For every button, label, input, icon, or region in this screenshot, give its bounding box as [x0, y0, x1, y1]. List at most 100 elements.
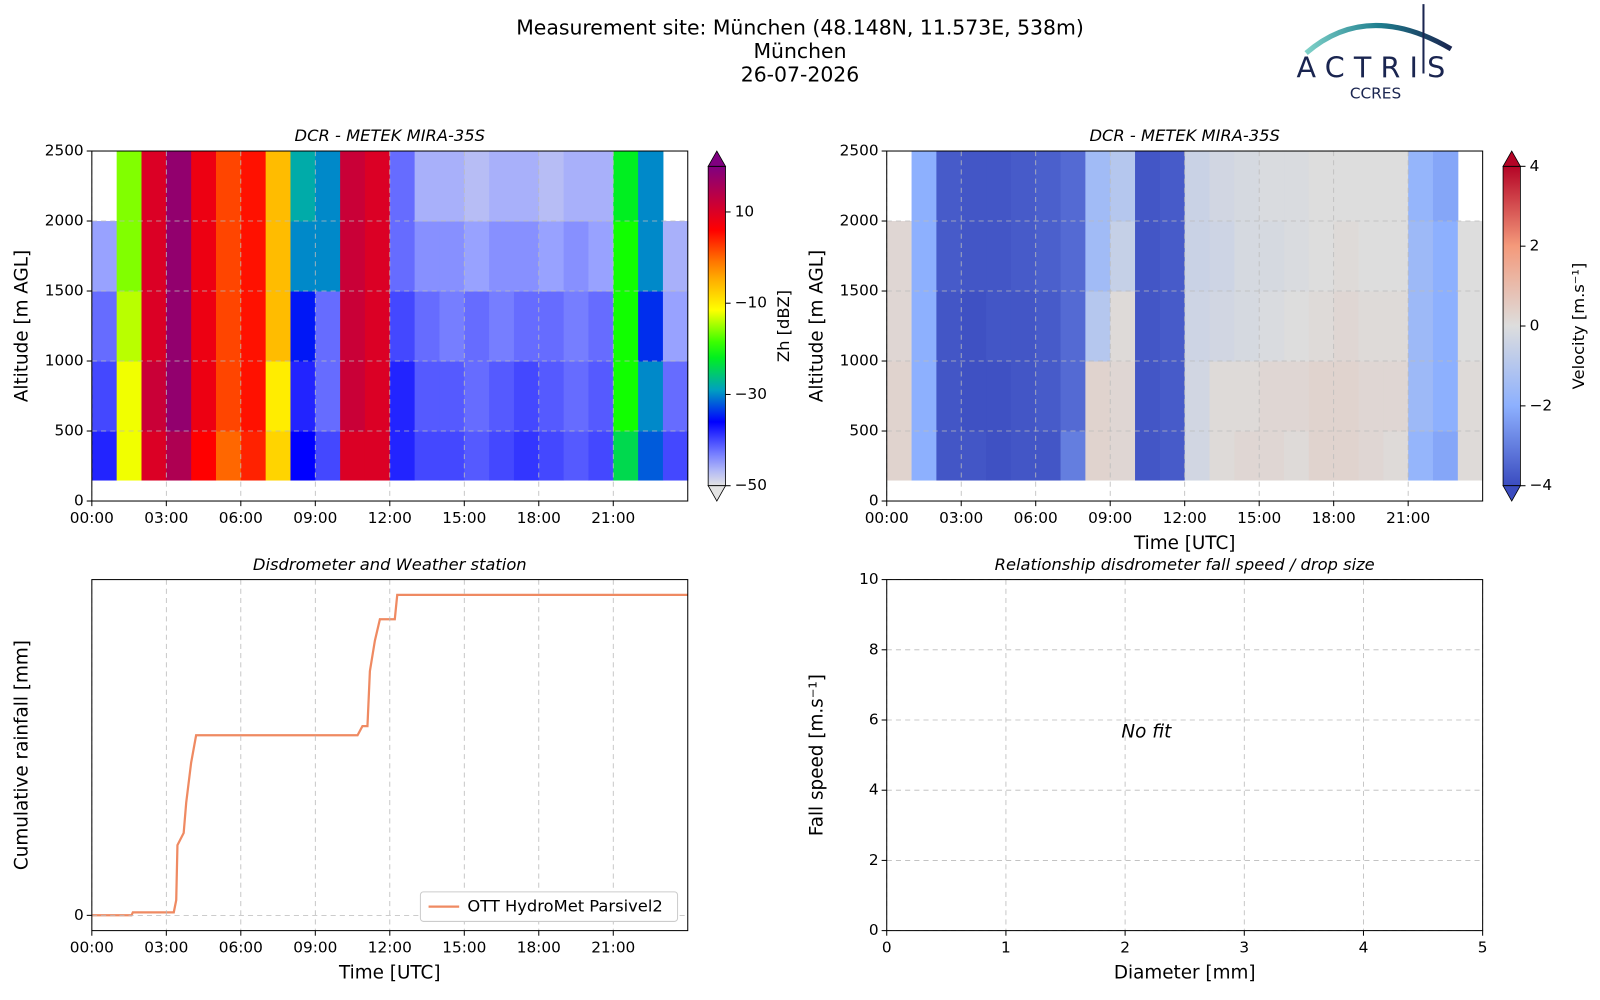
heatmap-cell: [315, 151, 341, 222]
heatmap-cell: [538, 151, 565, 222]
panel-title: Disdrometer and Weather station: [253, 555, 527, 574]
heatmap-cell: [513, 361, 540, 432]
logo: ACTRIS CCRES: [1297, 4, 1453, 102]
heatmap-cell: [1085, 221, 1111, 292]
heatmap-cell: [961, 431, 987, 481]
heatmap-cell: [986, 291, 1012, 362]
x-tick-label: 2: [1120, 938, 1130, 956]
heatmap-cell: [1184, 361, 1211, 432]
heatmap-cell: [340, 151, 366, 222]
x-tick-label: 09:00: [293, 938, 337, 956]
heatmap-cell: [141, 431, 167, 481]
colorbar-label: Velocity [m.s⁻¹]: [1569, 263, 1588, 390]
heatmap-cell: [1209, 221, 1235, 292]
heatmap-cell: [1010, 431, 1037, 481]
heatmap-cell: [116, 361, 143, 432]
x-tick-label: 15:00: [442, 938, 486, 956]
plot-area: [886, 151, 1484, 481]
axes-frame: [886, 150, 1484, 502]
colorbar-label: Zh [dBZ]: [774, 290, 793, 362]
heatmap-cell: [215, 431, 242, 481]
heatmap-cell: [191, 431, 217, 481]
y-tick-label: 1000: [45, 352, 84, 370]
heatmap-cell: [1184, 221, 1211, 292]
heatmap-cell: [1159, 291, 1186, 362]
heatmap-cell: [638, 291, 664, 362]
heatmap-cell: [439, 431, 465, 481]
colorbar-tick-label: 4: [1530, 157, 1540, 175]
heatmap-cell: [1209, 361, 1235, 432]
heatmap-cell: [414, 221, 440, 292]
y-axis-label: Cumulative rainfall [mm]: [11, 640, 32, 870]
x-tick-label: 15:00: [1237, 509, 1281, 527]
heatmap-cell: [439, 361, 465, 432]
heatmap-cell: [240, 361, 267, 432]
heatmap-cell: [1060, 431, 1086, 481]
heatmap-cell: [414, 431, 440, 481]
heatmap-cell: [588, 221, 614, 292]
y-tick-label: 0: [74, 906, 84, 924]
heatmap-cell: [1358, 361, 1384, 432]
heatmap-cell: [911, 291, 937, 362]
y-tick-label: 0: [869, 492, 879, 510]
logo-arc: [1304, 22, 1453, 55]
heatmap-cell: [91, 221, 118, 292]
heatmap-cell: [1010, 221, 1037, 292]
heatmap-cell: [464, 151, 490, 222]
heatmap-cell: [563, 361, 589, 432]
heatmap-cell: [265, 291, 291, 362]
heatmap-cell: [1110, 361, 1136, 432]
colorbar-extend-bottom: [1502, 485, 1522, 502]
heatmap-cell: [662, 431, 689, 481]
y-tick-label: 2500: [840, 142, 879, 160]
heatmap-cell: [489, 431, 515, 481]
heatmap-cell: [911, 431, 937, 481]
x-tick-label: 3: [1239, 938, 1249, 956]
heatmap-cell: [141, 151, 167, 222]
heatmap-cell: [1259, 151, 1285, 222]
page-subtitle: München: [753, 39, 846, 63]
heatmap-cell: [91, 431, 118, 481]
heatmap-cell: [439, 221, 465, 292]
heatmap-cell: [1110, 431, 1136, 481]
heatmap-cell: [1234, 221, 1260, 292]
x-tick-label: 00:00: [865, 509, 909, 527]
heatmap-cell: [613, 151, 639, 222]
y-tick-label: 2000: [45, 212, 84, 230]
heatmap-cell: [1408, 291, 1434, 362]
heatmap-cell: [563, 431, 589, 481]
heatmap-cell: [489, 221, 515, 292]
colorbar-tick-label: −10: [735, 294, 767, 312]
heatmap-cell: [1085, 151, 1111, 222]
heatmap-cell: [1284, 151, 1310, 222]
x-tick-label: 18:00: [1312, 509, 1356, 527]
heatmap-cell: [439, 151, 465, 222]
axes-frame: [91, 150, 689, 502]
x-tick-label: 09:00: [293, 509, 337, 527]
heatmap-cell: [1035, 291, 1062, 362]
heatmap-cell: [1159, 361, 1186, 432]
heatmap-cell: [911, 151, 937, 222]
heatmap-cell: [1110, 291, 1136, 362]
heatmap-cell: [1408, 221, 1434, 292]
heatmap-cell: [662, 361, 689, 432]
heatmap-cell: [116, 221, 143, 292]
heatmap-cell: [414, 291, 440, 362]
y-tick-label: 500: [849, 422, 878, 440]
heatmap-cell: [116, 151, 143, 222]
panel: Relationship disdrometer fall speed / dr…: [806, 555, 1487, 984]
heatmap-cell: [141, 291, 167, 362]
heatmap-cell: [1234, 361, 1260, 432]
heatmap-cell: [1010, 151, 1037, 222]
panel: DCR - METEK MIRA-35S Altitude [m AGL] Time…: [806, 126, 1588, 554]
heatmap-cell: [1184, 151, 1211, 222]
heatmap-cell: [1209, 291, 1235, 362]
heatmap-cell: [563, 151, 589, 222]
colorbar-extend-top: [1502, 150, 1522, 167]
axes-frame: [886, 579, 1484, 932]
x-tick-label: 12:00: [1163, 509, 1207, 527]
heatmap-cell: [215, 291, 242, 362]
heatmap-cell: [662, 291, 689, 362]
heatmap-cell: [364, 431, 391, 481]
